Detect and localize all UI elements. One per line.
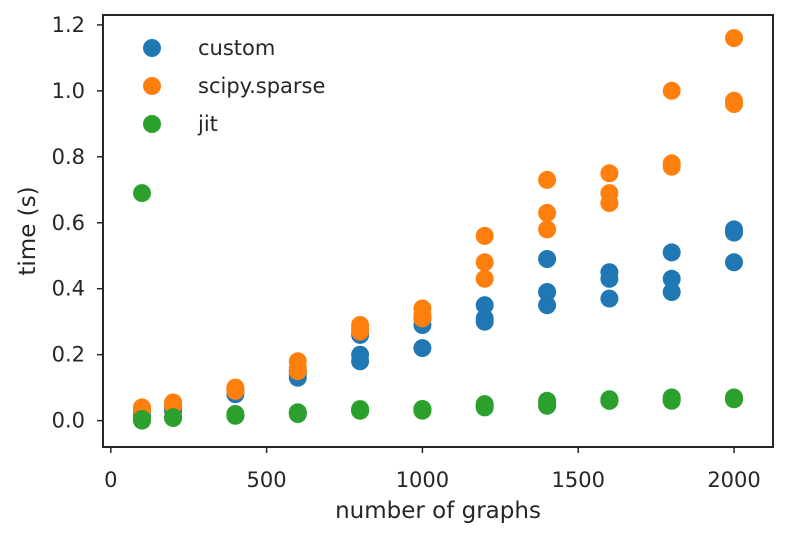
- legend-label: custom: [198, 36, 275, 60]
- legend-marker: [143, 115, 161, 133]
- x-tick-label: 0: [104, 468, 117, 492]
- y-tick-label: 1.0: [52, 79, 85, 103]
- data-point: [538, 203, 557, 222]
- data-point: [475, 226, 494, 245]
- x-axis-label: number of graphs: [335, 498, 541, 524]
- data-point: [538, 396, 557, 415]
- data-point: [662, 269, 681, 288]
- data-point: [226, 406, 245, 425]
- legend: custom scipy.sparse jit: [143, 36, 325, 136]
- data-point: [538, 250, 557, 268]
- y-tick-label: 0.6: [52, 211, 85, 235]
- data-point: [538, 170, 557, 189]
- data-point: [351, 322, 370, 341]
- legend-label: jit: [197, 112, 218, 136]
- data-point: [662, 391, 681, 410]
- data-point: [351, 352, 370, 371]
- data-point: [600, 289, 619, 308]
- data-point: [475, 253, 494, 272]
- data-point: [538, 220, 557, 239]
- data-point: [413, 309, 432, 328]
- data-point: [413, 339, 432, 358]
- data-point: [164, 409, 183, 427]
- x-tick-label: 1000: [396, 468, 449, 492]
- data-point: [662, 157, 681, 176]
- y-tick-label: 0.4: [52, 277, 85, 301]
- data-point: [133, 184, 151, 203]
- x-tick-label: 2000: [707, 468, 760, 492]
- data-point: [475, 269, 494, 288]
- data-point: [475, 312, 494, 331]
- x-axis-ticks: 0 500 1000 1500 2000: [104, 447, 761, 492]
- data-point: [475, 296, 494, 315]
- y-tick-label: 0.0: [52, 409, 85, 433]
- legend-label: scipy.sparse: [198, 74, 325, 98]
- x-tick-label: 500: [247, 468, 287, 492]
- series-scipy-sparse: [133, 29, 743, 420]
- data-point: [226, 381, 245, 400]
- data-point: [475, 398, 494, 417]
- plot-frame: [102, 14, 774, 448]
- data-point: [600, 269, 619, 288]
- legend-marker: [143, 39, 161, 57]
- data-point: [600, 391, 619, 410]
- data-point: [538, 296, 557, 315]
- data-point: [413, 401, 432, 420]
- data-point: [133, 411, 151, 430]
- legend-item: custom: [143, 36, 275, 60]
- data-point: [662, 81, 681, 100]
- data-point: [725, 253, 743, 272]
- x-tick-label: 1500: [552, 468, 605, 492]
- points-layer: [133, 29, 743, 430]
- data-point: [288, 362, 307, 381]
- data-point: [725, 223, 743, 242]
- legend-item: scipy.sparse: [143, 74, 325, 98]
- series-jit: [133, 184, 743, 430]
- y-tick-label: 0.2: [52, 343, 85, 367]
- data-point: [538, 283, 557, 301]
- data-point: [662, 243, 681, 262]
- y-tick-label: 0.8: [52, 145, 85, 169]
- data-point: [725, 390, 743, 409]
- data-point: [725, 95, 743, 113]
- y-tick-label: 1.2: [52, 13, 85, 37]
- y-axis-label: time (s): [15, 186, 41, 275]
- data-point: [600, 194, 619, 212]
- data-point: [288, 403, 307, 422]
- legend-item: jit: [143, 112, 218, 136]
- y-axis-ticks: 0.0 0.2 0.4 0.6 0.8 1.0 1.2: [52, 13, 103, 433]
- data-point: [725, 29, 743, 48]
- legend-marker: [143, 77, 161, 95]
- data-point: [600, 164, 619, 183]
- data-point: [662, 283, 681, 301]
- data-point: [351, 401, 370, 420]
